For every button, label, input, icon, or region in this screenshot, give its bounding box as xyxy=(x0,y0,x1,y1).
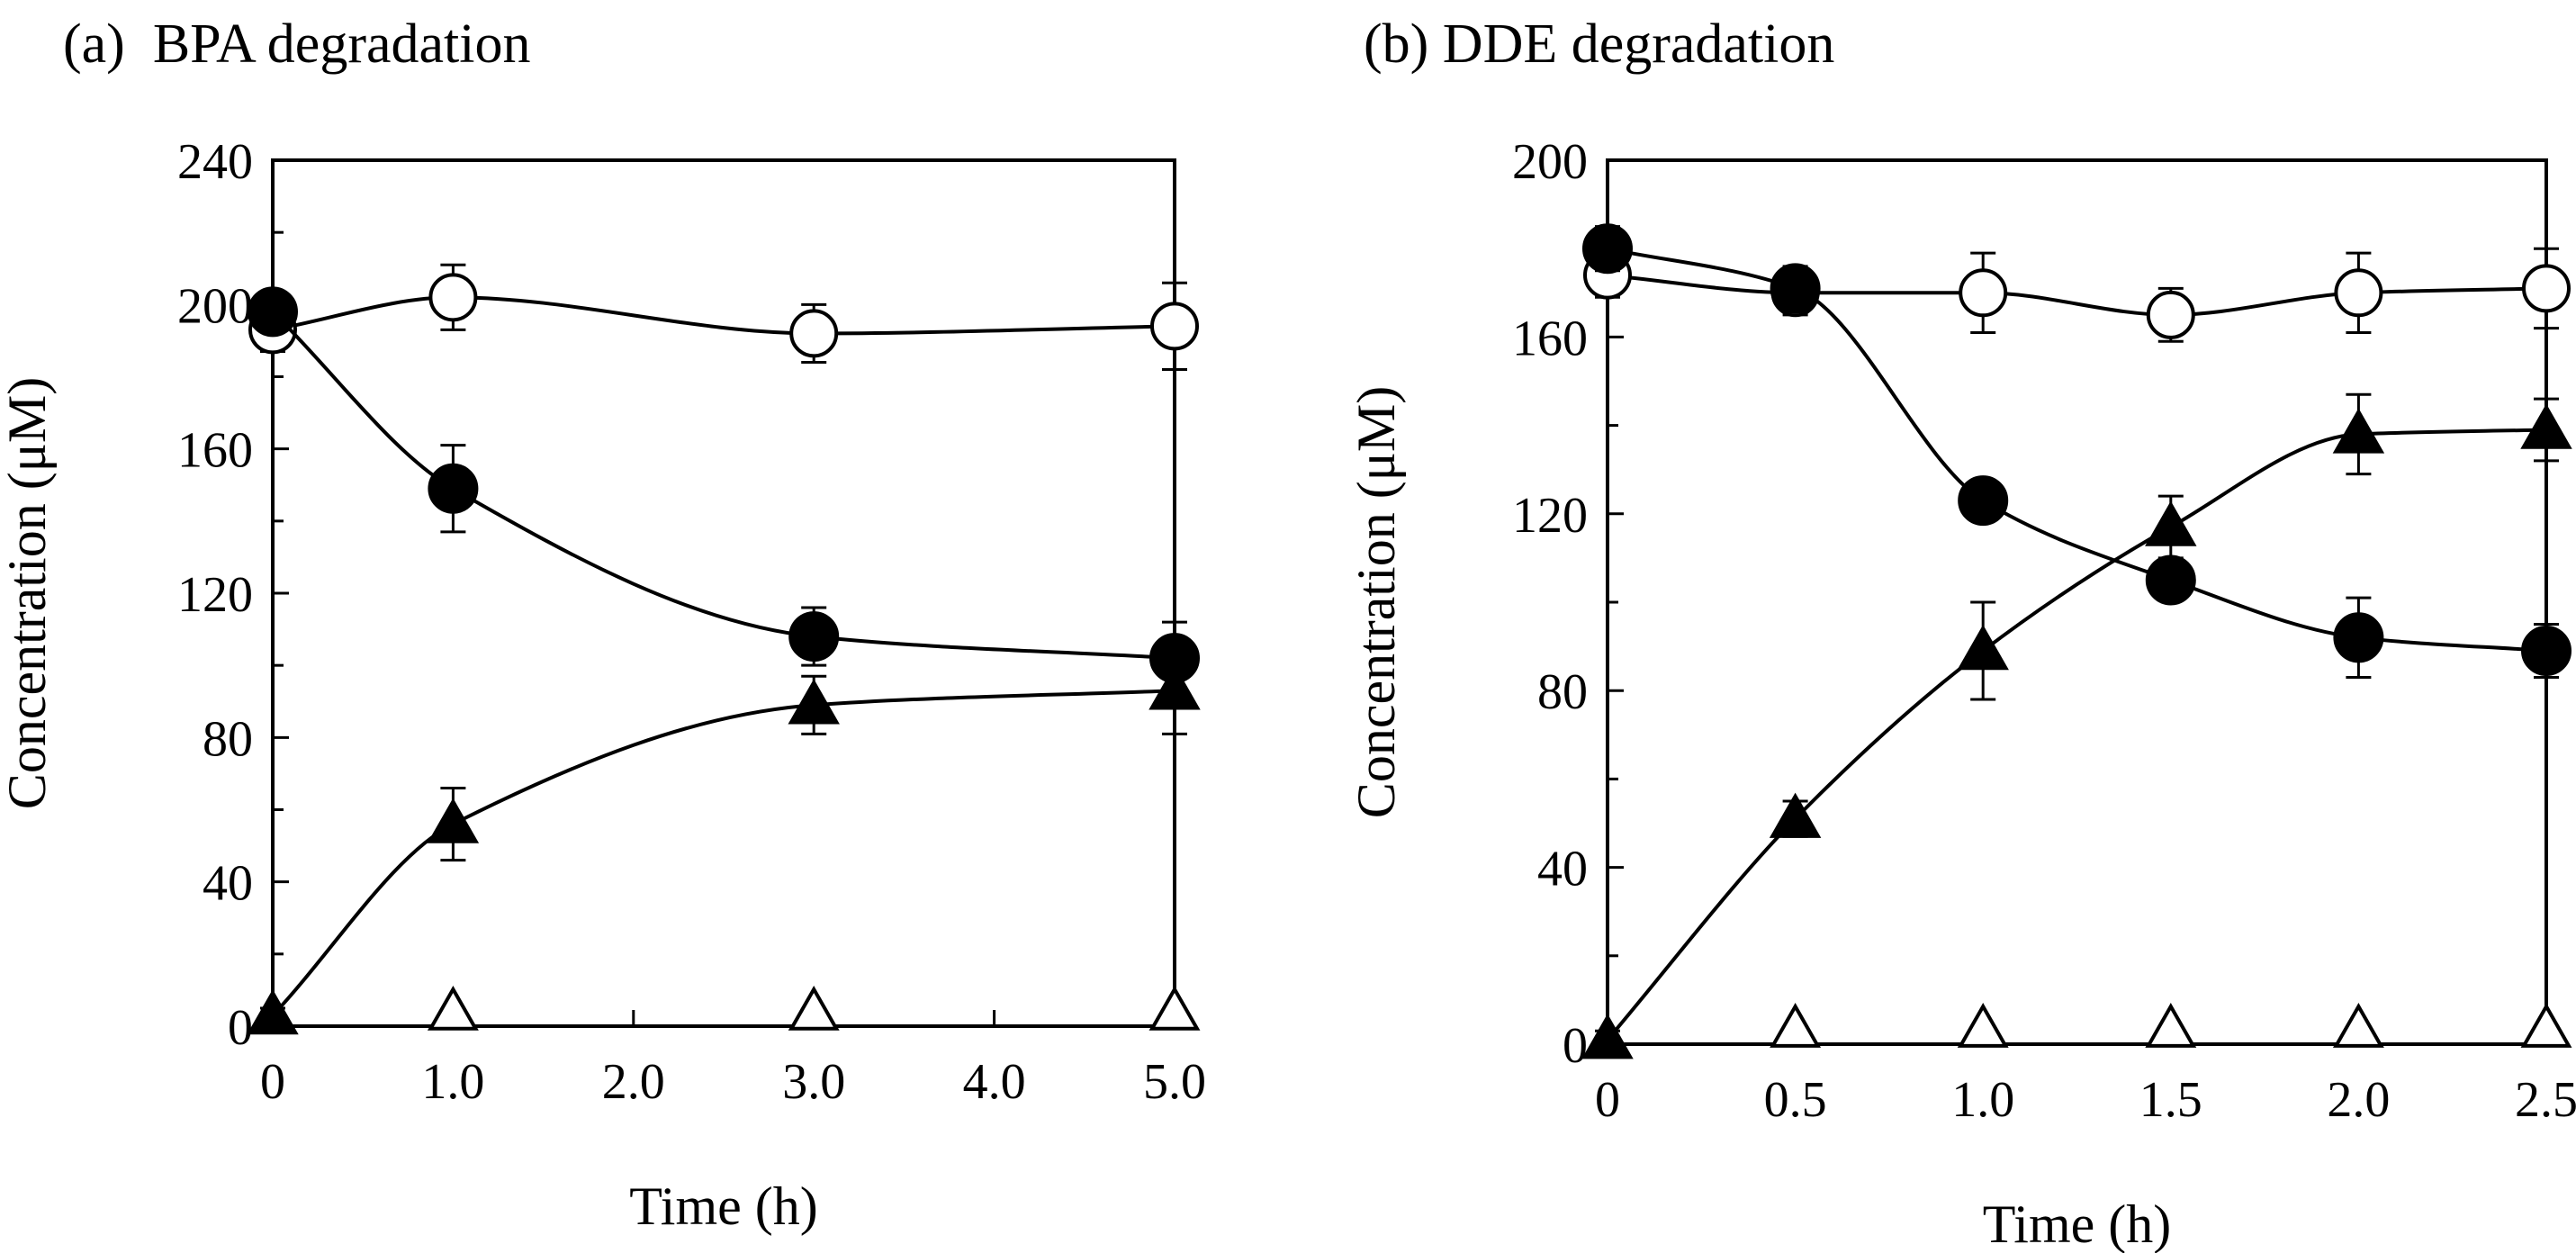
series-filled-circle xyxy=(248,286,1200,696)
plot-frame xyxy=(271,158,1176,1028)
x-axis-label: Time (h) xyxy=(1983,1194,2171,1253)
data-point-open-triangle xyxy=(427,985,479,1031)
data-point-open-circle xyxy=(1150,302,1199,351)
x-tick-label: 3.0 xyxy=(782,1054,845,1110)
chart-panel-a: (a) BPA degradation 0 40 80 120 160 200 240 0 1.… xyxy=(0,13,1206,1236)
data-point-filled-triangle xyxy=(2520,403,2572,449)
y-tick-label: 80 xyxy=(203,711,253,767)
data-point-filled-circle xyxy=(2521,626,2571,677)
y-tick-label: 160 xyxy=(177,423,253,479)
x-axis-label: Time (h) xyxy=(629,1176,817,1236)
y-tick-label: 200 xyxy=(1512,134,1588,190)
data-point-open-circle xyxy=(789,309,839,358)
chart-a: 0 40 80 120 160 200 240 0 1.0 2.0 3.0 4.0 5.0 Time (h… xyxy=(0,134,1206,1236)
data-point-filled-circle xyxy=(1770,263,1821,314)
data-point-filled-triangle xyxy=(427,798,480,843)
data-point-open-circle xyxy=(2146,290,2195,339)
chart-b: 0 40 80 120 160 200 0 0.5 1.0 1.5 2.0 2.5 Time (h) Co… xyxy=(1347,134,2576,1253)
data-point-filled-triangle xyxy=(1769,792,1822,838)
chart-title-a: (a) BPA degradation xyxy=(63,13,530,77)
data-point-open-triangle xyxy=(2520,1003,2572,1048)
series-open-triangle xyxy=(1608,1003,2572,1048)
series-line xyxy=(271,689,1175,1017)
series-open-circle xyxy=(1583,247,2571,343)
y-axis-label: Concentration (μM) xyxy=(0,377,57,809)
y-tick-label: 0 xyxy=(228,1000,253,1056)
panel-title-b: DDE degradation xyxy=(1442,14,1835,75)
data-point-filled-triangle xyxy=(1957,624,2009,671)
data-point-open-triangle xyxy=(1148,985,1201,1031)
y-tick-label: 200 xyxy=(177,278,253,334)
x-tick-label: 1.5 xyxy=(2139,1072,2202,1128)
data-point-filled-circle xyxy=(788,611,840,663)
data-point-filled-circle xyxy=(2333,612,2384,663)
series-filled-triangle xyxy=(247,645,1201,1035)
data-point-filled-circle xyxy=(2145,554,2196,606)
series-filled-triangle xyxy=(1581,392,2572,1059)
x-tick-label: 2.0 xyxy=(602,1054,665,1110)
x-tick-label: 4.0 xyxy=(963,1054,1026,1110)
data-point-open-triangle xyxy=(1770,1003,1822,1048)
data-point-open-circle xyxy=(1959,268,2008,318)
x-tick-label: 5.0 xyxy=(1143,1054,1206,1110)
series-open-triangle xyxy=(273,985,1201,1031)
x-tick-label: 2.5 xyxy=(2515,1072,2576,1128)
series-open-circle xyxy=(248,263,1199,371)
panel-label-a: (a) xyxy=(63,14,125,75)
data-point-open-circle xyxy=(2522,264,2571,313)
data-point-filled-triangle xyxy=(1148,664,1201,710)
y-tick-label: 120 xyxy=(177,567,253,623)
panel-title-a: BPA degradation xyxy=(152,14,531,75)
series-filled-circle xyxy=(1582,223,2571,679)
data-point-filled-triangle xyxy=(2145,500,2197,546)
chart-title-b: (b) DDE degradation xyxy=(1364,13,1834,77)
y-axis-label: Concentration (μM) xyxy=(1347,386,1406,818)
data-point-open-triangle xyxy=(2145,1003,2197,1048)
x-tick-label: 1.0 xyxy=(1951,1072,2014,1128)
y-tick-label: 40 xyxy=(1537,842,1588,897)
series-line xyxy=(1606,428,2547,1041)
x-tick-label: 0 xyxy=(1595,1072,1620,1128)
y-tick-label: 40 xyxy=(203,856,253,912)
series-line xyxy=(1607,247,2547,653)
y-tick-label: 120 xyxy=(1512,488,1588,544)
series-line xyxy=(272,295,1175,336)
y-tick-label: 240 xyxy=(177,134,253,190)
data-point-filled-triangle xyxy=(247,988,299,1035)
data-point-filled-triangle xyxy=(2332,408,2385,454)
data-point-filled-triangle xyxy=(1581,1014,1634,1059)
chart-panel-b: (b) DDE degradation 0 40 80 120 160 200 0 0.5 1.… xyxy=(1288,0,2576,1253)
data-point-open-circle xyxy=(428,273,478,322)
data-point-open-triangle xyxy=(1957,1003,2009,1048)
data-point-filled-triangle xyxy=(788,679,840,725)
data-point-open-triangle xyxy=(2332,1003,2384,1048)
panel-label-b: (b) xyxy=(1364,14,1429,75)
series-line xyxy=(1607,273,2547,317)
series-line xyxy=(271,310,1175,661)
y-tick-label: 160 xyxy=(1512,311,1588,366)
x-tick-label: 2.0 xyxy=(2327,1072,2390,1128)
data-point-filled-circle xyxy=(1958,475,2009,527)
data-point-filled-circle xyxy=(1582,223,1633,275)
y-tick-label: 80 xyxy=(1537,664,1588,720)
x-tick-label: 0.5 xyxy=(1764,1072,1827,1128)
x-tick-label: 0 xyxy=(260,1054,285,1110)
y-tick-label: 0 xyxy=(1563,1018,1588,1074)
data-point-filled-circle xyxy=(248,286,298,338)
data-point-open-triangle xyxy=(788,985,840,1031)
data-point-filled-circle xyxy=(428,463,479,514)
x-tick-label: 1.0 xyxy=(421,1054,484,1110)
data-point-open-circle xyxy=(2334,268,2383,318)
